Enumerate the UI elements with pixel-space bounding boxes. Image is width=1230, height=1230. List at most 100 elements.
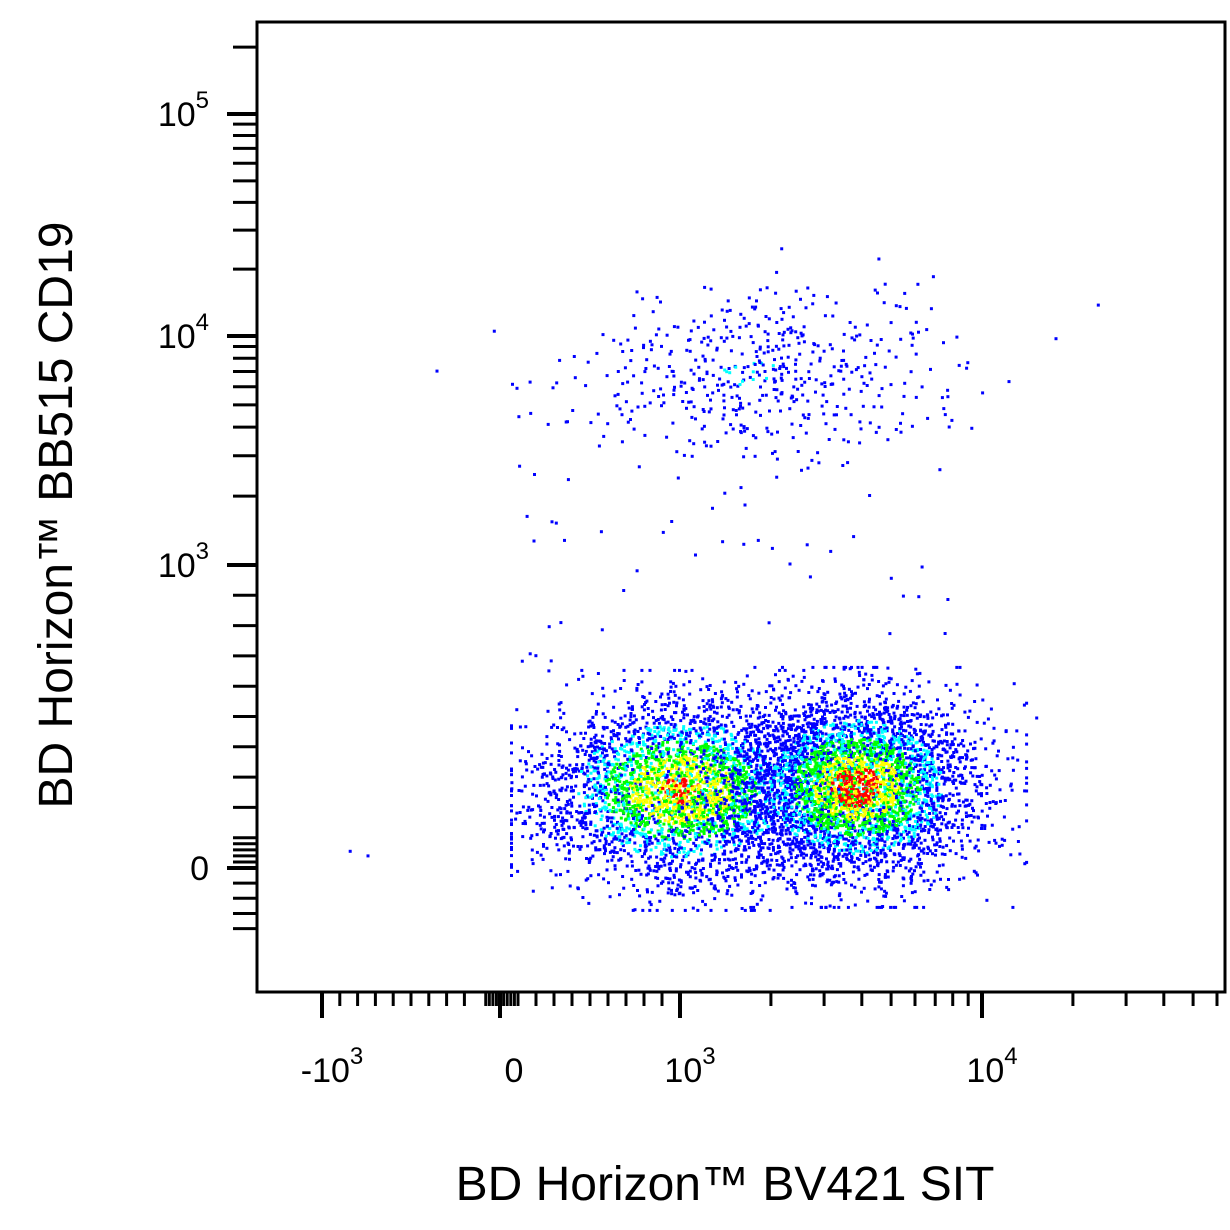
event-dot [687,850,691,854]
event-dot [705,801,709,805]
event-dot [640,705,644,709]
event-dot [806,835,810,839]
event-dot [646,872,650,876]
event-dot [680,792,684,796]
event-dot [767,713,771,717]
event-dot [696,774,700,778]
event-dot [713,897,717,901]
event-dot [797,733,801,737]
event-dot [930,732,934,736]
event-dot [906,720,909,723]
event-dot [510,767,513,771]
event-dot [794,813,798,817]
event-dot [961,756,964,760]
event-dot [671,881,675,885]
event-dot [975,683,979,687]
event-dot [715,873,719,877]
event-dot [644,807,648,811]
event-dot [763,881,767,885]
event-dot [765,724,769,728]
event-dot [708,834,712,838]
event-dot [922,740,925,744]
event-dot [637,824,641,828]
event-dot [719,797,723,801]
event-dot [963,765,967,769]
event-dot [582,821,586,825]
event-dot [655,755,659,759]
event-dot [882,763,886,767]
event-dot [938,845,942,848]
event-dot [538,763,542,767]
event-dot [616,820,619,824]
event-dot [677,774,681,778]
event-dot [756,782,760,786]
event-dot [855,813,859,817]
event-dot [913,841,917,845]
event-dot [883,844,887,848]
event-dot [732,843,736,847]
event-dot [633,732,637,736]
event-dot [783,773,787,777]
event-dot [597,873,601,877]
event-dot [573,767,577,771]
event-dot [925,789,929,793]
event-dot [707,767,711,771]
event-dot [561,816,565,820]
event-dot [626,783,629,787]
event-dot [899,713,903,717]
event-dot [607,842,611,846]
event-dot [1025,760,1029,764]
event-dot [781,753,785,757]
event-dot [743,809,747,813]
event-dot [841,704,845,708]
event-dot [521,746,524,750]
event-dot [755,867,758,871]
event-dot [609,736,613,740]
event-dot [835,880,839,884]
event-dot [683,773,687,777]
event-dot [791,824,795,827]
event-dot [969,758,973,762]
event-dot [960,847,964,851]
event-dot [539,827,543,831]
event-dot [781,811,785,815]
event-dot [740,787,744,791]
event-dot [705,702,709,706]
event-dot [646,731,650,735]
event-dot [748,785,751,789]
event-dot [562,828,566,831]
event-dot [705,842,709,845]
event-dot [535,833,539,837]
event-dot [558,749,562,753]
event-dot [595,750,599,754]
event-dot [743,805,747,808]
event-dot [659,790,663,794]
event-dot [748,762,752,766]
event-dot [714,772,718,776]
event-dot [587,901,591,905]
event-dot [510,741,513,745]
event-dot [707,798,711,802]
event-dot [635,688,639,692]
event-dot [793,708,797,712]
event-dot [659,852,663,856]
event-dot [824,700,828,704]
event-dot [802,755,806,759]
event-dot [761,856,765,859]
event-dot [739,780,743,784]
event-dot [580,770,583,773]
event-dot [701,699,705,703]
event-dot [738,762,742,766]
event-dot [691,814,695,818]
event-dot [676,883,680,887]
event-dot [628,840,632,844]
event-dot [814,867,818,871]
event-dot [622,886,626,890]
event-dot [777,721,781,725]
event-dot [652,817,656,821]
event-dot [719,789,723,793]
event-dot [920,804,924,808]
event-dot [524,725,528,729]
event-dot [865,872,869,876]
event-dot [722,875,726,879]
